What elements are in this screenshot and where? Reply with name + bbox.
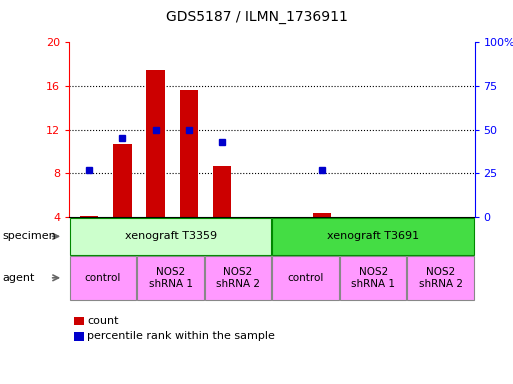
Text: NOS2
shRNA 1: NOS2 shRNA 1 — [351, 267, 395, 289]
Text: xenograft T3691: xenograft T3691 — [327, 231, 419, 242]
Bar — [312, 213, 331, 217]
Bar — [147, 70, 165, 217]
Text: GDS5187 / ILMN_1736911: GDS5187 / ILMN_1736911 — [166, 10, 347, 23]
Bar — [180, 90, 198, 217]
Text: NOS2
shRNA 1: NOS2 shRNA 1 — [149, 267, 192, 289]
Text: control: control — [287, 273, 324, 283]
Text: agent: agent — [3, 273, 35, 283]
Text: control: control — [85, 273, 121, 283]
Text: NOS2
shRNA 2: NOS2 shRNA 2 — [216, 267, 260, 289]
Text: percentile rank within the sample: percentile rank within the sample — [87, 331, 275, 341]
Bar — [113, 144, 131, 217]
Text: NOS2
shRNA 2: NOS2 shRNA 2 — [419, 267, 463, 289]
Text: count: count — [87, 316, 119, 326]
Bar — [213, 166, 231, 217]
Text: specimen: specimen — [3, 231, 56, 242]
Text: xenograft T3359: xenograft T3359 — [125, 231, 216, 242]
Bar — [80, 216, 98, 217]
